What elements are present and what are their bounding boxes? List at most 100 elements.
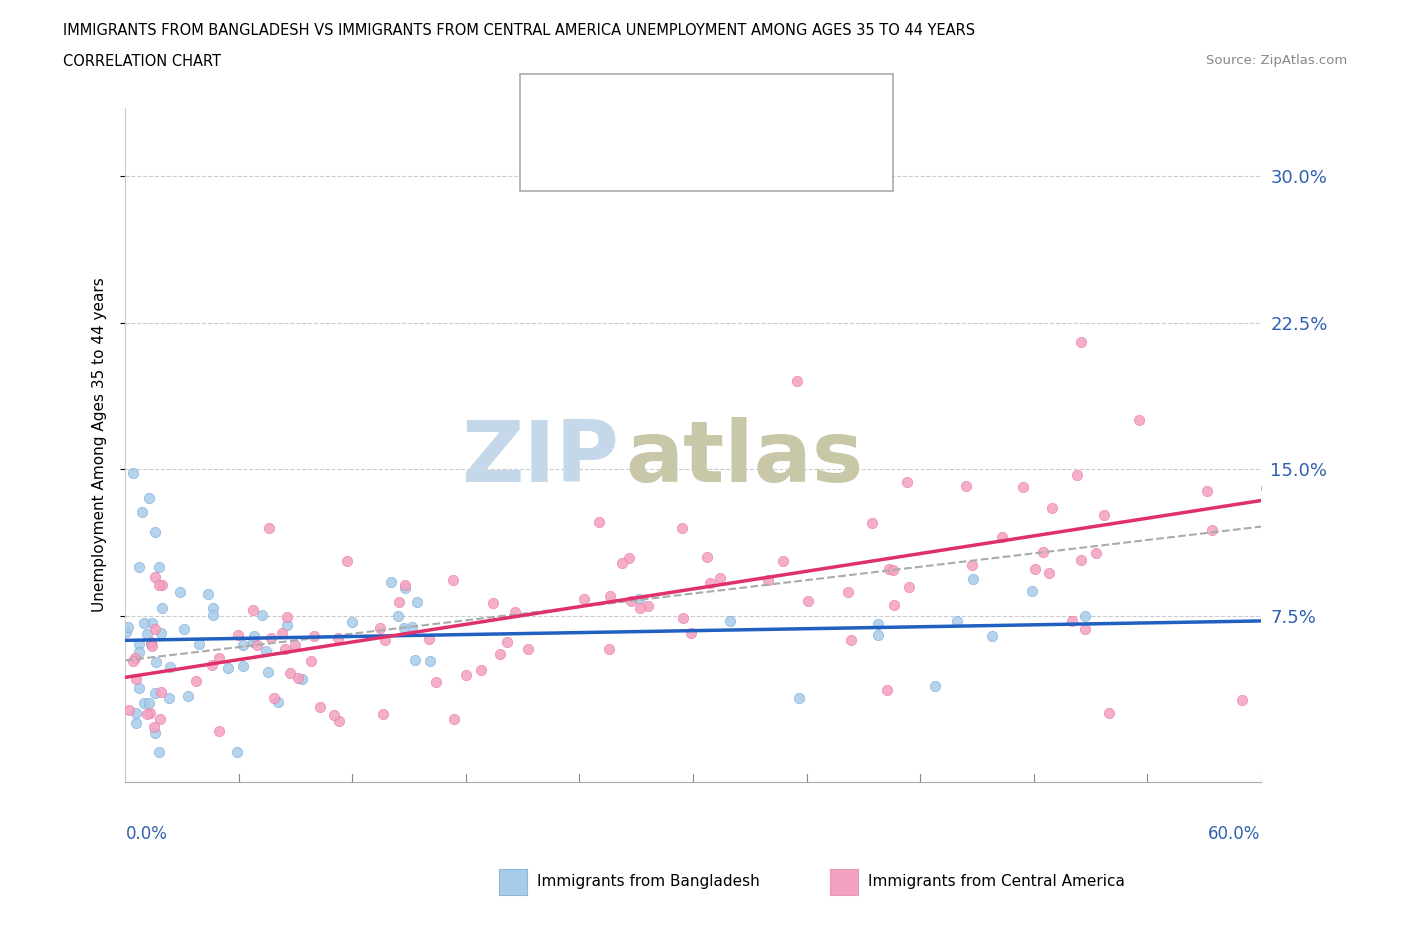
Point: [149, 711, 172, 726]
Point: [150, 578, 173, 592]
Point: [981, 629, 1004, 644]
Point: [143, 525, 166, 539]
Point: [696, 550, 718, 565]
Point: [1066, 468, 1088, 483]
Point: [276, 618, 298, 632]
Point: [1024, 562, 1046, 577]
Point: [243, 629, 266, 644]
Point: [328, 631, 350, 645]
Point: [1128, 413, 1150, 428]
Point: [134, 616, 156, 631]
Point: [1060, 614, 1083, 629]
Point: [877, 562, 900, 577]
Point: [270, 625, 292, 640]
Point: [1070, 335, 1092, 350]
Point: [148, 745, 170, 760]
Point: [1074, 608, 1097, 623]
Point: [226, 628, 249, 643]
Point: [1197, 484, 1219, 498]
Point: [772, 553, 794, 568]
Point: [897, 579, 920, 594]
Point: [401, 620, 423, 635]
Point: [628, 600, 651, 615]
Point: [368, 620, 391, 635]
Point: [588, 515, 610, 530]
Point: [267, 695, 290, 710]
Text: Immigrants from Central America: Immigrants from Central America: [868, 874, 1125, 889]
Point: [482, 596, 505, 611]
Point: [148, 578, 170, 592]
Point: [273, 641, 295, 656]
Text: atlas: atlas: [624, 417, 863, 499]
Point: [169, 585, 191, 600]
Point: [121, 466, 143, 481]
Point: [276, 609, 298, 624]
Point: [134, 696, 156, 711]
Point: [157, 691, 180, 706]
Point: [789, 691, 811, 706]
Point: [125, 671, 148, 686]
Point: [373, 632, 395, 647]
Point: [1400, 198, 1406, 213]
Point: [139, 706, 162, 721]
Point: [208, 651, 231, 666]
Point: [1040, 501, 1063, 516]
Point: [876, 682, 898, 697]
Point: [598, 641, 620, 656]
Point: [380, 575, 402, 590]
Point: [159, 659, 181, 674]
Point: [141, 639, 163, 654]
Text: CORRELATION CHART: CORRELATION CHART: [63, 54, 221, 69]
Point: [143, 569, 166, 584]
Text: 0.123: 0.123: [617, 98, 669, 115]
Point: [392, 620, 415, 635]
Point: [250, 607, 273, 622]
Point: [946, 613, 969, 628]
Point: [1032, 545, 1054, 560]
Text: IMMIGRANTS FROM BANGLADESH VS IMMIGRANTS FROM CENTRAL AMERICA UNEMPLOYMENT AMONG: IMMIGRANTS FROM BANGLADESH VS IMMIGRANTS…: [63, 23, 976, 38]
Point: [883, 597, 905, 612]
Point: [207, 724, 229, 738]
Point: [418, 632, 440, 647]
Point: [699, 576, 721, 591]
Point: [115, 625, 138, 640]
Point: [122, 654, 145, 669]
Point: [505, 604, 527, 619]
Point: [287, 671, 309, 685]
Point: [1070, 552, 1092, 567]
Point: [1084, 545, 1107, 560]
Point: [128, 559, 150, 574]
Text: N =: N =: [685, 138, 721, 155]
Text: 60.0%: 60.0%: [1208, 825, 1261, 843]
Point: [627, 591, 650, 606]
Point: [284, 637, 307, 652]
Point: [860, 516, 883, 531]
Text: N =: N =: [685, 98, 721, 115]
Point: [882, 563, 904, 578]
Point: [125, 715, 148, 730]
Point: [148, 559, 170, 574]
Text: 0.0%: 0.0%: [125, 825, 167, 843]
Text: 0.487: 0.487: [617, 138, 669, 155]
Point: [118, 702, 141, 717]
Point: [340, 615, 363, 630]
Point: [394, 578, 416, 593]
Point: [681, 626, 703, 641]
Point: [217, 660, 239, 675]
Text: Immigrants from Bangladesh: Immigrants from Bangladesh: [537, 874, 759, 889]
Point: [1254, 481, 1277, 496]
Point: [226, 745, 249, 760]
Point: [128, 644, 150, 659]
Point: [328, 714, 350, 729]
Point: [232, 638, 254, 653]
Point: [246, 638, 269, 653]
Point: [456, 668, 478, 683]
Point: [1038, 565, 1060, 580]
Point: [257, 665, 280, 680]
Point: [135, 626, 157, 641]
Point: [201, 601, 224, 616]
Text: 104: 104: [724, 138, 759, 155]
Point: [599, 589, 621, 604]
Point: [896, 475, 918, 490]
Point: [516, 642, 538, 657]
